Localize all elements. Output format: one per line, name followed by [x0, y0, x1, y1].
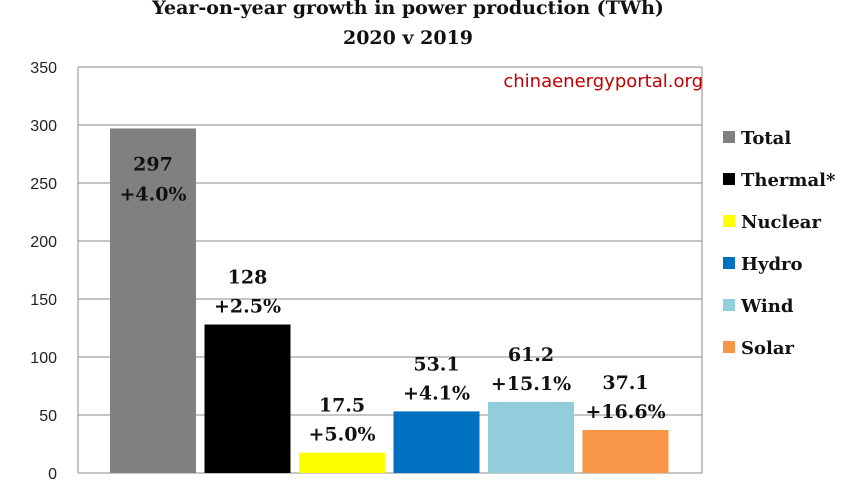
bar-value-label: 61.2: [508, 344, 554, 366]
bar-wind: [488, 402, 574, 473]
bar-value-label: 128: [228, 267, 268, 289]
legend-label: Wind: [740, 296, 794, 317]
bar-growth-label: +2.5%: [214, 296, 281, 318]
y-tick-label: 250: [30, 176, 57, 193]
bar-labels: 297 +4.0% 128 +2.5% 17.5 +5.0% 53.1 +4.1% 61.2 +1…: [119, 153, 665, 445]
y-tick-label: 50: [39, 408, 57, 425]
bar-growth-label: +15.1%: [491, 373, 571, 395]
y-tick-label: 0: [48, 466, 57, 480]
legend-swatch: [723, 131, 735, 143]
y-axis-ticks: 0 50 100 150 200 250 300 350: [30, 60, 57, 480]
legend-swatch: [723, 173, 735, 185]
y-tick-label: 150: [30, 292, 57, 309]
bar-growth-label: +4.1%: [403, 382, 470, 404]
y-tick-label: 200: [30, 234, 57, 251]
legend-swatch: [723, 257, 735, 269]
bar-value-label: 53.1: [413, 353, 459, 375]
y-tick-label: 100: [30, 350, 57, 367]
bar-total: [110, 128, 196, 474]
bar-growth-label: +16.6%: [585, 401, 665, 423]
source-watermark: chinaenergyportal.org: [503, 71, 703, 92]
bar-solar: [582, 429, 669, 473]
legend-label: Solar: [741, 338, 795, 359]
legend-label: Nuclear: [741, 212, 821, 233]
bar-value-label: 17.5: [319, 395, 365, 417]
bar-thermal: [204, 324, 291, 473]
legend-swatch: [723, 341, 735, 353]
bar-growth-label: +4.0%: [119, 183, 186, 205]
legend-label: Thermal*: [741, 170, 836, 191]
chart-title: Year-on-year growth in power production …: [151, 0, 664, 19]
legend-label: Total: [741, 128, 791, 149]
y-tick-label: 350: [30, 60, 57, 77]
legend-swatch: [723, 299, 735, 311]
bars: [110, 128, 669, 474]
chart-subtitle: 2020 v 2019: [343, 27, 473, 49]
y-tick-label: 300: [30, 118, 57, 135]
bar-nuclear: [299, 452, 385, 473]
legend-swatch: [723, 215, 735, 227]
legend-label: Hydro: [741, 254, 803, 275]
bar-growth-label: +5.0%: [308, 424, 375, 446]
bar-value-label: 37.1: [602, 372, 648, 394]
legend: Total Thermal* Nuclear Hydro Wind Solar: [723, 128, 836, 359]
bar-value-label: 297: [133, 153, 173, 175]
bar-hydro: [393, 411, 480, 473]
